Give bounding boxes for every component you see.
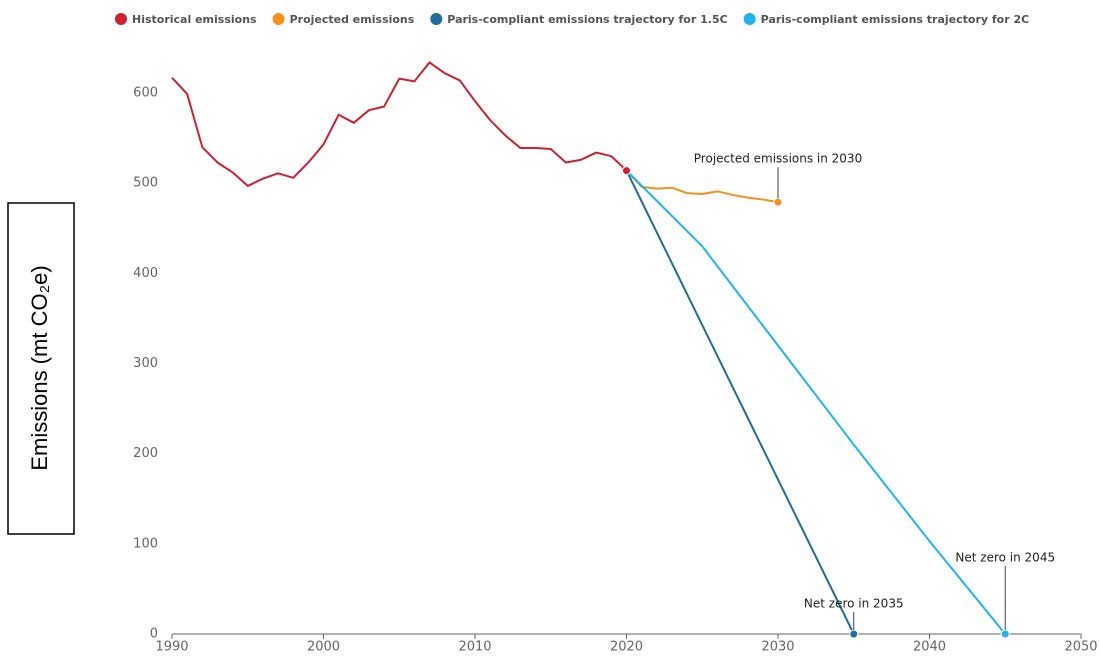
series-line (171, 61, 628, 187)
end-point (849, 629, 859, 639)
legend-label: Projected emissions (290, 13, 415, 26)
legend-swatch (272, 13, 285, 25)
end-point (773, 197, 783, 207)
x-tick-label: 2000 (307, 640, 340, 655)
annotation: Net zero in 2035 (804, 597, 904, 611)
series-line (625, 169, 779, 204)
x-tick-label: 1990 (155, 640, 188, 655)
legend-swatch (115, 13, 127, 25)
annotation: Net zero in 2045 (955, 551, 1055, 565)
x-tick-label: 2020 (610, 640, 643, 655)
y-tick-label: 0 (150, 627, 158, 642)
y-tick-label: 100 (133, 536, 158, 551)
x-tick-label: 2030 (761, 640, 794, 655)
y-label-box (7, 202, 75, 535)
x-tick-label: 2010 (458, 640, 491, 655)
x-tick-label: 2040 (913, 640, 946, 655)
legend-label: Paris-compliant emissions trajectory for… (447, 13, 727, 26)
legend-swatch (430, 13, 443, 25)
legend-swatch (743, 13, 756, 25)
y-tick-label: 400 (133, 266, 158, 281)
end-point (1000, 629, 1010, 639)
y-axis-label: Emissions (mt CO₂e) (27, 265, 52, 470)
legend-label: Paris-compliant emissions trajectory for… (761, 13, 1030, 26)
annotation: Projected emissions in 2030 (694, 152, 862, 166)
series-line (625, 170, 855, 635)
y-tick-label: 500 (133, 176, 158, 191)
y-tick-label: 200 (133, 446, 158, 461)
y-tick-label: 600 (133, 86, 158, 101)
series-line (625, 169, 1007, 635)
end-point (622, 166, 631, 176)
x-tick-label: 2050 (1064, 640, 1097, 655)
y-tick-label: 300 (133, 356, 158, 371)
legend-label: Historical emissions (132, 13, 257, 26)
